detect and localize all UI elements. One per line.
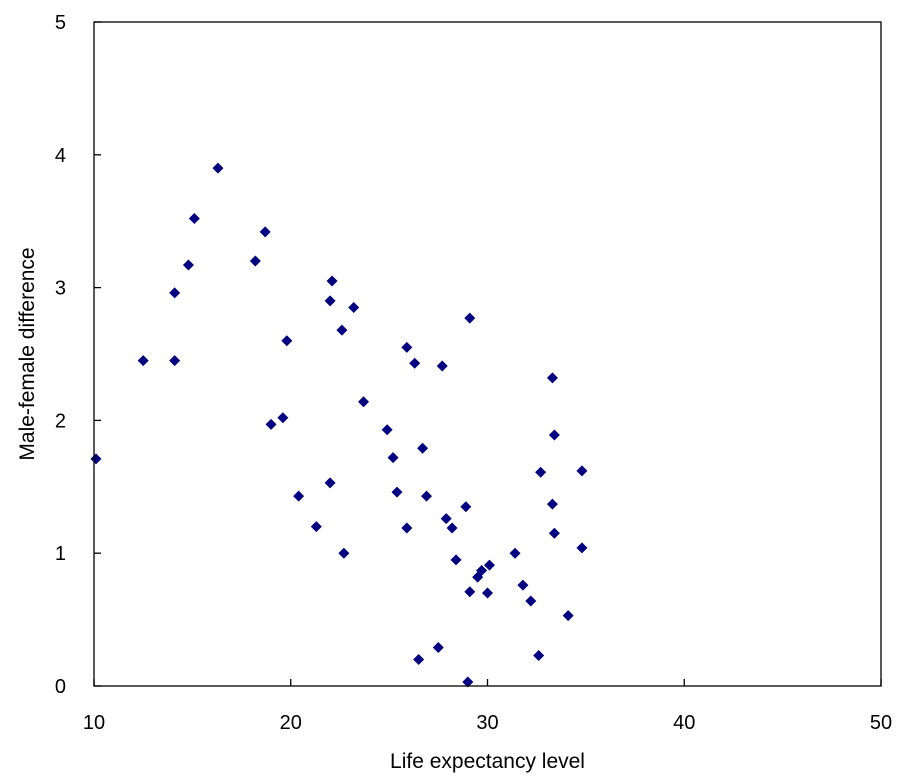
data-point [517,579,529,591]
data-point [293,490,305,502]
data-point [358,396,370,408]
data-point [432,641,444,653]
x-axis-ticks: 10 20 30 40 50 [83,679,892,734]
data-point [401,341,413,353]
data-point [460,501,472,513]
data-point [336,324,348,336]
data-point [381,424,393,436]
data-point [338,547,350,559]
data-point [562,610,574,622]
data-point [326,275,338,287]
data-point [169,355,181,367]
data-points [90,162,588,688]
data-point [212,162,224,174]
data-point [533,649,545,661]
data-point [391,486,403,498]
data-point [462,676,474,688]
data-point [421,490,433,502]
x-tick-label: 20 [280,712,302,734]
x-axis-title: Life expectancy level [390,750,585,773]
y-tick-label: 4 [55,145,66,167]
x-tick-label: 10 [83,712,105,734]
data-point [259,226,271,238]
data-point [576,542,588,554]
data-point [281,335,293,347]
data-point [182,259,194,271]
y-tick-label: 2 [55,410,66,432]
data-point [90,453,102,465]
data-point [265,418,277,430]
data-point [548,429,560,441]
data-point [310,521,322,533]
y-tick-label: 5 [55,12,66,34]
plot-area-frame [93,21,882,687]
y-axis-title: Male-female difference [16,247,39,460]
data-point [409,357,421,369]
data-point [401,522,413,534]
data-point [249,255,261,267]
data-point [188,213,200,225]
data-point [169,287,181,299]
data-point [546,372,558,384]
data-point [440,513,452,525]
data-point [387,452,399,464]
data-point [137,355,149,367]
data-point [446,522,458,534]
data-point [535,466,547,478]
data-point [450,554,462,566]
x-tick-label: 40 [673,712,695,734]
data-point [483,559,495,571]
data-point [576,465,588,477]
data-point [436,360,448,372]
data-point [482,587,493,599]
x-tick-label: 30 [476,712,498,734]
data-point [464,312,476,324]
x-tick-label: 50 [870,712,892,734]
data-point [546,498,558,510]
data-point [324,295,336,307]
data-point [476,564,488,576]
y-tick-label: 1 [55,543,66,565]
data-point [548,527,560,539]
data-point [413,653,425,665]
data-point [525,595,537,607]
y-tick-label: 3 [55,278,66,300]
data-point [277,412,289,424]
y-axis-ticks: 0 1 2 3 4 5 [55,12,101,698]
data-point [417,442,429,454]
data-point [509,547,521,559]
data-point [464,586,476,598]
y-tick-label: 0 [55,676,66,698]
data-point [324,477,336,489]
data-point [348,302,360,314]
